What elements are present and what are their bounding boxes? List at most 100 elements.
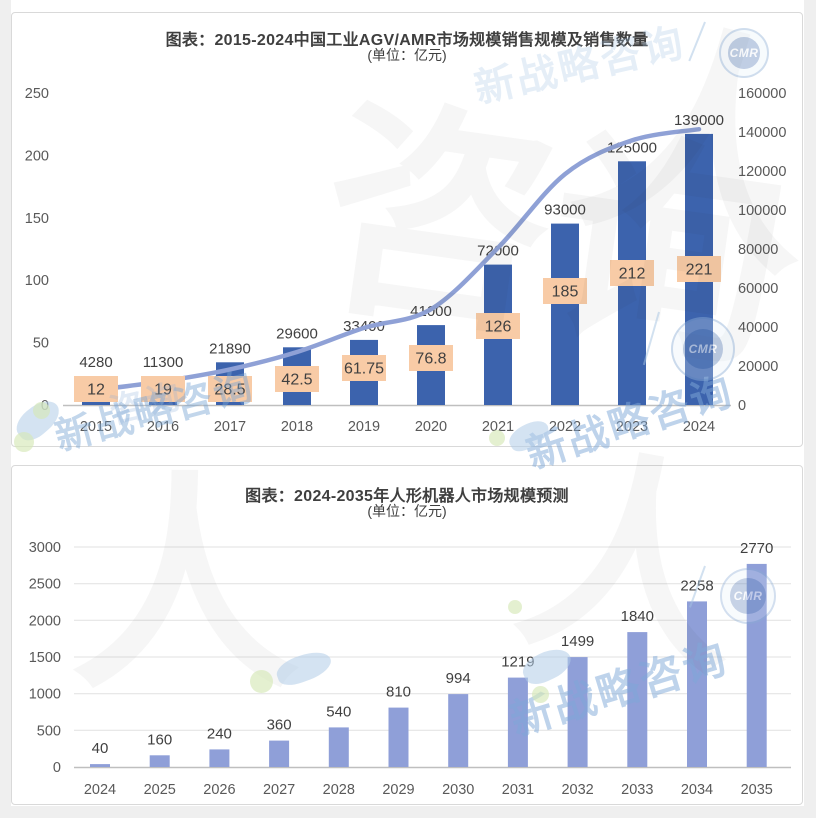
left-axis-tick-label: 100 [25,273,49,289]
line-value-label: 19 [154,382,172,399]
bar-value-label: 540 [326,703,351,720]
page-edge-right [804,0,816,818]
x-tick-label: 2029 [382,782,414,798]
line-value-badge [476,313,520,339]
y-axis-tick-label: 1000 [29,687,61,703]
x-tick-label: 2024 [84,782,116,798]
x-tick-label: 2030 [442,782,474,798]
bar-2034 [687,601,707,767]
x-tick-label: 2016 [147,419,179,435]
bar-2027 [269,740,290,767]
y-axis-tick-label: 2500 [29,577,61,593]
line-value-label: 212 [619,266,646,283]
chart2-plot: 0 500 1000 1500 2000 2500 3000 40 2024 160 2025 240… [12,466,802,804]
x-tick-label: 2028 [323,782,355,798]
chart1-svg: 0 50 100 150 200 250 0 20000 40000 60000 80000 1000… [25,86,787,435]
page-edge-left [0,0,11,818]
right-axis-tick-label: 120000 [738,164,786,180]
bar-2033 [627,632,648,767]
right-axis-tick-label: 0 [738,398,746,414]
line-value-badge [74,376,118,402]
line-value-badge [543,278,587,304]
left-axis-tick-label: 250 [25,86,49,102]
bar-value-label: 240 [207,725,232,742]
x-tick-label: 2024 [683,419,715,435]
right-axis-tick-label: 40000 [738,320,778,336]
chart2-title: 图表：2024-2035年人形机器人市场规模预测 [245,488,569,505]
chart2-subtitle: (单位：亿元) [367,503,447,519]
x-tick-label: 2033 [621,782,653,798]
x-tick-label: 2015 [80,419,112,435]
chart1-plot: 0 50 100 150 200 250 0 20000 40000 60000 80000 1000… [12,13,802,446]
line-series-path [93,126,702,393]
right-axis-tick-label: 160000 [738,86,786,102]
x-tick-label: 2022 [549,419,581,435]
left-axis-tick-label: 50 [33,336,49,352]
left-axis-tick-label: 0 [41,398,49,414]
bar-value-label: 139000 [674,112,724,129]
left-axis-tick-label: 200 [25,148,49,164]
line-value-badge [275,366,319,392]
bar-value-label: 1499 [561,633,594,650]
bar-value-label: 21890 [209,340,251,357]
agv-amr-chart-card: 图表：2015-2024中国工业AGV/AMR市场规模销售规模及销售数量 (单位… [11,12,803,447]
line-value-label: 221 [686,262,713,279]
bar-2032 [567,657,588,767]
bar-2028 [328,727,349,767]
right-axis-tick-label: 60000 [738,281,778,297]
humanoid-robot-chart-card: 图表：2024-2035年人形机器人市场规模预测 (单位：亿元) 0 500 100… [11,465,803,805]
x-tick-label: 2035 [741,782,773,798]
line-value-label: 12 [87,382,105,399]
x-tick-label: 2020 [415,419,447,435]
bar-value-label: 1219 [501,654,534,671]
x-tick-label: 2025 [144,782,176,798]
line-value-label: 42.5 [281,372,312,389]
y-axis-tick-label: 2000 [29,613,61,629]
x-tick-label: 2017 [214,419,246,435]
bar-value-label: 29600 [276,325,318,342]
bar-value-label: 4280 [79,354,112,371]
x-tick-label: 2026 [203,782,235,798]
chart1-title: 图表：2015-2024中国工业AGV/AMR市场规模销售规模及销售数量 [165,32,649,49]
line-value-badge [141,376,185,402]
x-tick-label: 2019 [348,419,380,435]
line-value-label: 185 [552,284,579,301]
bar-2022 [551,223,579,405]
bar-value-label: 1840 [621,608,654,625]
bar-2025 [149,755,170,767]
x-tick-label: 2034 [681,782,713,798]
bar-2035 [746,563,767,767]
bar-value-label: 11300 [143,354,184,371]
bar-2029 [388,707,409,767]
bar-2031 [507,677,528,767]
x-tick-label: 2023 [616,419,648,435]
line-value-label: 126 [485,319,512,336]
chart2-svg: 0 500 1000 1500 2000 2500 3000 40 2024 160 2025 240… [29,540,791,798]
line-value-badge [409,345,453,371]
y-axis-tick-label: 3000 [29,540,61,556]
x-tick-label: 2032 [561,782,593,798]
bar-value-label: 360 [267,717,292,734]
x-tick-label: 2027 [263,782,295,798]
right-axis-tick-label: 140000 [738,125,786,141]
right-axis-tick-label: 80000 [738,242,778,258]
y-axis-tick-label: 0 [53,760,61,776]
line-value-badge [677,256,721,282]
y-axis-tick-label: 500 [37,723,61,739]
bar-2024 [90,764,110,767]
right-axis-tick-label: 20000 [738,359,778,375]
bar-value-label: 2258 [680,577,713,594]
x-tick-label: 2018 [281,419,313,435]
line-value-label: 76.8 [415,351,446,368]
y-axis-tick-label: 1500 [29,650,61,666]
bar-value-label: 93000 [544,202,586,219]
bar-2026 [209,749,230,767]
chart1-subtitle: (单位：亿元) [367,47,447,63]
x-tick-label: 2031 [502,782,534,798]
line-value-label: 61.75 [344,361,384,378]
x-tick-label: 2021 [482,419,514,435]
bar-value-label: 994 [446,670,471,687]
right-axis-tick-label: 100000 [738,203,786,219]
page-edge-bottom [0,806,816,818]
bar-value-label: 2770 [740,540,773,557]
